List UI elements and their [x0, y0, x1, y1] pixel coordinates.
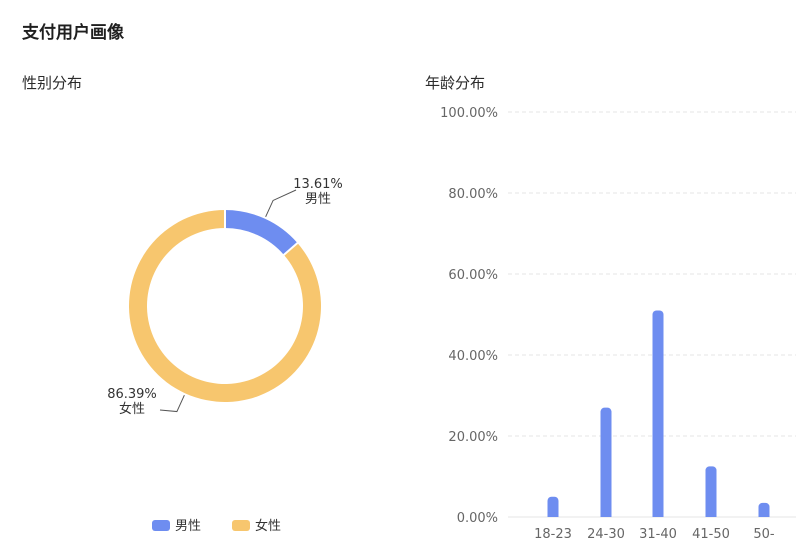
- x-tick-label: 50-: [753, 527, 775, 542]
- age-bar-24-30: [600, 407, 612, 517]
- x-tick-label: 41-50: [692, 527, 730, 542]
- y-tick-label: 20.00%: [448, 430, 498, 445]
- age-chart-grid: [508, 111, 796, 518]
- age-bar-base: [705, 513, 717, 517]
- age-bar-41-50: [705, 466, 717, 517]
- age-bar-31-40: [652, 310, 664, 517]
- age-chart-x-axis: 18-23 24-30 31-40 41-50 50-: [534, 527, 775, 542]
- legend-swatch-female: [232, 520, 250, 531]
- donut-slice-separator: [282, 241, 299, 257]
- donut-name-label-male: 男性: [305, 192, 331, 207]
- age-bar-base: [758, 513, 770, 517]
- age-chart-y-axis: 0.00% 20.00% 40.00% 60.00% 80.00% 100.00%: [440, 106, 498, 526]
- gender-donut-labels: 13.61%男性 86.39%女性: [107, 177, 343, 417]
- age-bar-base: [652, 513, 664, 517]
- legend-label-male: 男性: [175, 519, 201, 534]
- donut-slice-male: [225, 210, 298, 255]
- age-bar-base: [600, 513, 612, 517]
- donut-percent-label-female: 86.39%: [107, 387, 157, 402]
- x-tick-label: 24-30: [587, 527, 625, 542]
- gender-legend: 男性 女性: [152, 518, 281, 534]
- donut-percent-label-male: 13.61%: [293, 177, 343, 192]
- age-bar-18-23: [547, 496, 559, 517]
- y-tick-label: 100.00%: [440, 106, 498, 121]
- age-chart-title: 年龄分布: [425, 74, 486, 92]
- y-tick-label: 80.00%: [448, 187, 498, 202]
- donut-leader-line-male: [265, 189, 297, 218]
- gender-donut-chart: [129, 209, 321, 402]
- y-tick-label: 40.00%: [448, 349, 498, 364]
- x-tick-label: 18-23: [534, 527, 572, 542]
- gender-chart-title: 性别分布: [22, 74, 83, 92]
- y-tick-label: 60.00%: [448, 268, 498, 283]
- page-title: 支付用户画像: [22, 23, 124, 43]
- donut-leader-line-female: [159, 394, 185, 413]
- x-tick-label: 31-40: [639, 527, 677, 542]
- y-tick-label: 0.00%: [457, 511, 498, 526]
- legend-swatch-male: [152, 520, 170, 531]
- legend-label-female: 女性: [255, 518, 281, 534]
- age-bar-base: [547, 513, 559, 517]
- donut-name-label-female: 女性: [119, 401, 145, 417]
- age-bar-chart: [547, 310, 770, 517]
